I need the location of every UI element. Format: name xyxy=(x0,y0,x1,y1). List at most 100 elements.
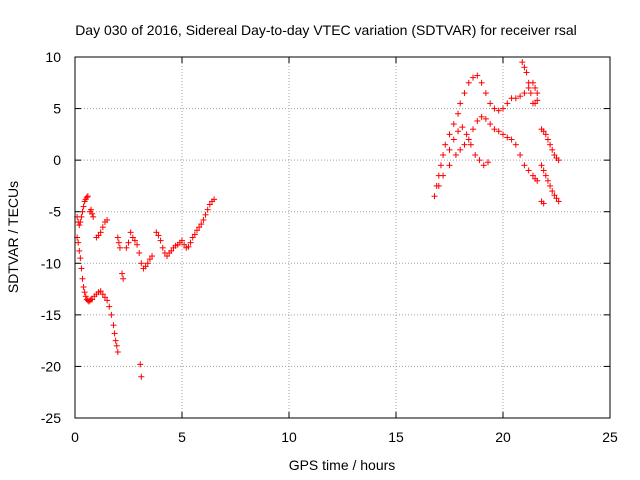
data-point xyxy=(114,234,121,241)
data-point xyxy=(131,237,138,244)
data-point xyxy=(120,275,127,282)
data-point xyxy=(457,100,464,107)
data-point xyxy=(99,291,106,298)
data-point xyxy=(136,249,143,256)
data-point xyxy=(500,105,506,112)
data-point xyxy=(97,229,104,236)
data-point xyxy=(512,141,519,148)
data-point xyxy=(76,247,83,254)
data-point xyxy=(491,105,498,112)
series-sat-e xyxy=(114,234,127,282)
data-point xyxy=(110,322,117,329)
data-point xyxy=(99,224,106,231)
data-point xyxy=(114,348,121,355)
data-point xyxy=(97,288,104,295)
data-point xyxy=(146,256,153,263)
data-point xyxy=(149,253,156,260)
data-point xyxy=(198,221,205,228)
series-sat-k xyxy=(446,124,492,169)
data-point xyxy=(500,131,506,138)
data-point xyxy=(525,167,532,174)
series-sat-d xyxy=(93,216,111,241)
y-tick-label: 10 xyxy=(45,49,61,65)
data-point xyxy=(446,146,453,153)
data-point xyxy=(512,95,519,102)
data-point xyxy=(108,311,115,318)
data-point xyxy=(127,229,134,236)
data-point xyxy=(79,275,86,282)
data-point xyxy=(193,227,200,234)
data-point xyxy=(191,231,198,238)
data-point xyxy=(159,244,166,251)
data-point xyxy=(534,90,541,97)
data-point xyxy=(204,206,211,213)
data-point xyxy=(442,141,449,148)
data-point xyxy=(202,211,209,218)
data-point xyxy=(461,90,468,97)
data-point xyxy=(540,200,547,207)
data-point xyxy=(116,244,123,251)
x-tick-label: 0 xyxy=(71,429,79,445)
data-point xyxy=(101,294,108,301)
data-point xyxy=(480,162,487,169)
data-point xyxy=(461,141,468,148)
data-point xyxy=(467,141,474,148)
data-point xyxy=(463,131,470,138)
data-point xyxy=(455,128,462,135)
series-sat-b xyxy=(74,234,121,355)
x-tick-label: 5 xyxy=(178,429,186,445)
data-point xyxy=(504,100,511,107)
data-point xyxy=(125,239,132,246)
data-point xyxy=(470,74,477,81)
data-point xyxy=(474,117,481,124)
data-point xyxy=(446,162,453,169)
data-point xyxy=(200,216,207,223)
series-sat-m xyxy=(538,126,562,164)
data-point xyxy=(81,289,88,296)
y-tick-label: -25 xyxy=(41,410,61,426)
grid xyxy=(75,57,610,418)
data-point xyxy=(482,90,489,97)
data-point xyxy=(544,177,551,184)
data-point xyxy=(440,172,447,179)
data-point xyxy=(519,59,526,66)
data-point xyxy=(113,342,120,349)
data-point xyxy=(450,121,457,128)
data-point xyxy=(75,239,82,246)
data-point xyxy=(112,337,119,344)
x-tick-labels: 0 5 10 15 20 25 xyxy=(71,429,618,445)
data-point xyxy=(474,72,481,79)
data-point xyxy=(181,241,188,248)
data-point xyxy=(77,255,84,262)
data-point xyxy=(450,136,457,143)
data-point xyxy=(138,373,145,380)
data-point xyxy=(457,146,464,153)
series-sat-a xyxy=(74,193,91,229)
data-point xyxy=(482,115,489,122)
data-points xyxy=(74,59,562,380)
y-tick-label: -10 xyxy=(41,255,61,271)
data-point xyxy=(80,203,87,210)
data-point xyxy=(435,182,442,189)
data-point xyxy=(144,260,151,267)
x-axis-title: GPS time / hours xyxy=(289,457,396,473)
data-point xyxy=(164,253,171,260)
data-point xyxy=(527,90,534,97)
data-point xyxy=(549,146,556,153)
data-point xyxy=(134,241,141,248)
data-point xyxy=(547,182,554,189)
data-point xyxy=(83,194,90,201)
data-point xyxy=(115,239,122,246)
data-point xyxy=(82,293,89,300)
data-point xyxy=(465,136,472,143)
data-point xyxy=(532,100,539,107)
data-point xyxy=(119,270,126,277)
data-point xyxy=(504,134,511,141)
data-point xyxy=(123,244,130,251)
data-point xyxy=(89,296,96,303)
y-tick-label: 5 xyxy=(53,101,61,117)
data-point xyxy=(465,79,472,86)
data-point xyxy=(80,284,87,291)
data-point xyxy=(487,100,494,107)
data-point xyxy=(78,265,85,272)
